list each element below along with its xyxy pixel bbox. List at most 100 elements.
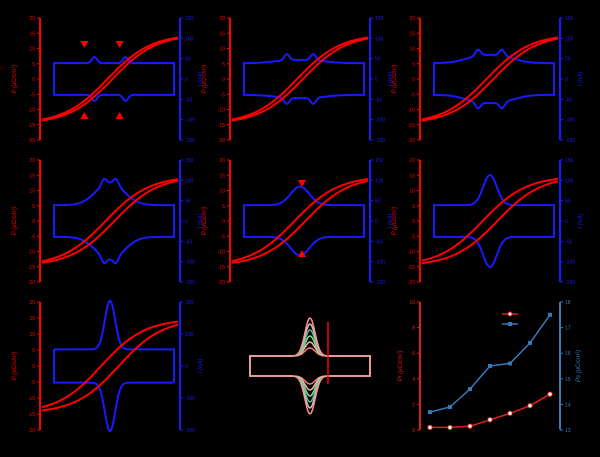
data-point-left (427, 424, 433, 431)
left-tick-label: -5 (221, 92, 226, 98)
right-tick-label: -100 (375, 260, 385, 266)
right-tick-label: 14 (565, 402, 571, 408)
left-tick-label: 4 (412, 377, 415, 383)
polarization-branch-down (421, 36, 559, 121)
polarization-branch-up (231, 180, 369, 264)
left-tick-label: 5 (412, 62, 415, 68)
switching-marker (115, 112, 124, 119)
data-point-right (468, 387, 472, 392)
data-point-left (507, 410, 513, 417)
left-tick-label: -20 (218, 280, 225, 286)
left-tick-label: 0 (412, 77, 415, 83)
right-tick-label: -50 (185, 97, 192, 103)
panel-g: 20 15 10 5 0 -5 -10 -15 -20 P (μC/cm²) 200 100 0 -100… (12, 299, 204, 434)
left-tick-label: -15 (408, 265, 415, 271)
data-point-left (487, 417, 493, 423)
right-tick-label: -150 (565, 280, 575, 286)
data-point-right (508, 361, 512, 366)
left-tick-label: 0 (32, 219, 35, 225)
polarization-branch-down (41, 36, 179, 121)
right-tick-label: -100 (375, 118, 385, 124)
switching-marker (80, 112, 89, 119)
left-tick-label: 15 (219, 31, 225, 37)
current-loop (433, 48, 555, 110)
right-tick-label: 0 (565, 219, 568, 225)
left-tick-label: 15 (219, 173, 225, 179)
legend-marker-left (507, 311, 513, 317)
data-point-left (467, 423, 473, 429)
overlay-current-loop (249, 317, 371, 415)
legend-marker-right (508, 322, 512, 326)
switching-marker (298, 250, 306, 257)
left-tick-label: 20 (409, 16, 415, 22)
data-point-left (547, 391, 553, 397)
left-tick-label: -10 (28, 396, 35, 402)
right-tick-label: 0 (185, 219, 188, 225)
right-axis-label: I (nA) (578, 214, 584, 229)
right-tick-label: -150 (565, 138, 575, 144)
left-tick-label: 15 (409, 31, 415, 37)
left-tick-label: 10 (219, 189, 225, 195)
right-tick-label: 50 (185, 199, 191, 205)
polarization-branch-down (421, 177, 559, 262)
left-tick-label: 5 (32, 204, 35, 210)
overlay-current-loop (249, 335, 371, 397)
left-tick-label: -20 (28, 280, 35, 286)
right-tick-label: -100 (185, 396, 195, 402)
right-tick-label: 150 (565, 16, 574, 22)
left-tick-label: 0 (32, 364, 35, 370)
right-tick-label: 50 (375, 199, 381, 205)
left-tick-label: -15 (408, 123, 415, 129)
data-point-right (488, 364, 492, 368)
polarization-branch-up (41, 37, 179, 122)
right-tick-label: 200 (185, 300, 194, 306)
left-tick-label: 15 (29, 31, 35, 37)
right-tick-label: 50 (375, 57, 381, 63)
data-point-right (548, 312, 552, 317)
right-tick-label: -50 (185, 239, 192, 245)
left-axis-label: P (μC/cm²) (12, 65, 18, 94)
right-tick-label: 17 (565, 326, 571, 332)
right-tick-label: 0 (185, 77, 188, 83)
right-axis-label: I (nA) (578, 72, 584, 87)
left-axis-label: P (μC/cm²) (202, 65, 208, 94)
left-tick-label: -20 (408, 280, 415, 286)
right-tick-label: -150 (375, 138, 385, 144)
right-tick-label: -100 (565, 118, 575, 124)
left-tick-label: 20 (29, 16, 35, 22)
left-tick-label: 15 (409, 173, 415, 179)
left-tick-label: 10 (409, 300, 415, 306)
polarization-branch-down (41, 178, 179, 263)
left-tick-label: -5 (411, 92, 416, 98)
left-tick-label: 20 (29, 158, 35, 164)
overlay-current-loop (249, 347, 371, 385)
right-tick-label: 100 (185, 178, 194, 184)
right-tick-label: 50 (185, 57, 191, 63)
right-tick-label: 13 (565, 428, 571, 434)
data-point-right (448, 404, 452, 409)
right-tick-label: -150 (185, 280, 195, 286)
right-axis-label: I (nA) (198, 214, 204, 229)
polarization-branch-up (421, 37, 559, 122)
left-axis-label: P (μC/cm²) (12, 352, 18, 381)
polarization-branch-down (231, 178, 369, 262)
switching-marker (115, 41, 124, 48)
right-tick-label: -50 (565, 97, 572, 103)
current-loop (243, 53, 365, 105)
left-tick-label: -5 (221, 234, 226, 240)
left-tick-label: 20 (409, 158, 415, 164)
left-tick-label: -10 (218, 250, 225, 256)
left-tick-label: 0 (222, 77, 225, 83)
right-tick-label: 100 (185, 332, 194, 338)
left-tick-label: 10 (29, 189, 35, 195)
left-tick-label: 10 (219, 47, 225, 53)
right-tick-label: 150 (185, 16, 194, 22)
left-tick-label: -10 (408, 250, 415, 256)
left-tick-label: 20 (29, 300, 35, 306)
right-tick-label: -100 (185, 118, 195, 124)
left-tick-label: -20 (408, 138, 415, 144)
left-tick-label: -15 (218, 265, 225, 271)
